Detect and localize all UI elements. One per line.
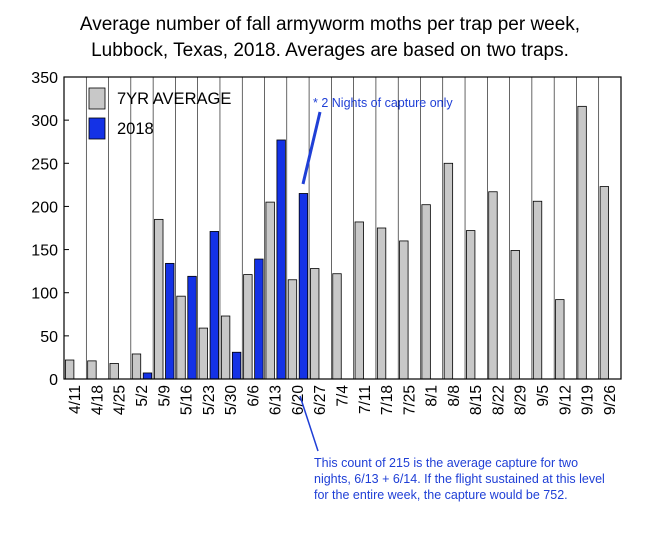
bar-2018 — [276, 139, 286, 380]
plot-frame — [63, 76, 622, 380]
annotation-arrow-top — [301, 111, 322, 185]
bar-2018 — [142, 372, 153, 380]
annotation-bottom-line-1: This count of 215 is the average capture… — [314, 456, 579, 470]
bar-7yr-average — [510, 250, 520, 380]
bar-7yr-average — [176, 295, 186, 380]
x-tick-label: 4/11 — [67, 385, 84, 414]
x-tick-label: 7/18 — [379, 385, 396, 415]
bar-2018 — [209, 231, 219, 380]
annotation-pointer-bottom — [299, 395, 319, 452]
x-tick-label: 6/6 — [245, 385, 262, 407]
bar-2018 — [165, 262, 175, 380]
x-tick-label: 6/13 — [268, 385, 285, 415]
y-tick-label: 100 — [31, 286, 58, 303]
legend: 7YR AVERAGE 2018 — [88, 87, 231, 140]
legend-swatch-7yr-average — [88, 87, 106, 110]
bar-7yr-average — [198, 327, 208, 380]
bar-7yr-average — [421, 204, 431, 380]
x-tick-label: 5/2 — [134, 385, 151, 407]
x-tick-label: 5/23 — [201, 385, 218, 415]
bar-7yr-average — [599, 186, 610, 380]
x-tick-label: 9/26 — [602, 385, 619, 415]
legend-label-2018: 2018 — [117, 120, 154, 138]
x-tick-label: 9/5 — [535, 385, 552, 407]
x-tick-label: 9/19 — [580, 385, 597, 415]
bar-7yr-average — [399, 240, 409, 380]
legend-label-7yr-average: 7YR AVERAGE — [117, 90, 231, 108]
x-tick-label: 9/12 — [557, 385, 574, 415]
x-tick-label: 4/18 — [89, 385, 106, 415]
bar-7yr-average — [220, 315, 231, 380]
y-tick-label: 200 — [31, 199, 58, 216]
x-tick-label: 8/8 — [446, 385, 463, 407]
y-tick-label: 150 — [31, 243, 58, 260]
bar-7yr-average — [577, 105, 587, 380]
bar-7yr-average — [354, 221, 364, 380]
annotation-top: * 2 Nights of capture only — [313, 96, 453, 110]
bar-7yr-average — [466, 230, 476, 380]
annotation-bottom-line-2: nights, 6/13 + 6/14. If the flight susta… — [314, 472, 605, 486]
bar-2018 — [187, 275, 197, 380]
y-tick-label: 0 — [49, 372, 58, 389]
annotation-bottom: This count of 215 is the average capture… — [314, 455, 624, 503]
bar-7yr-average — [443, 162, 454, 380]
bar-2018 — [254, 258, 264, 380]
bar-7yr-average — [154, 218, 164, 380]
grid-layer — [85, 77, 600, 379]
bar-7yr-average — [310, 268, 320, 380]
bar-7yr-average — [64, 359, 75, 380]
bar-7yr-average — [488, 191, 498, 380]
x-tick-label: 8/29 — [513, 385, 530, 415]
x-tick-label: 4/25 — [112, 385, 129, 415]
x-tick-label: 8/1 — [424, 385, 441, 407]
ticks-layer: 0 50 100 150 200 250 300 350 4/11 4/18 4/25 5/2 5/9 5… — [31, 70, 619, 415]
bar-7yr-average — [332, 273, 342, 380]
x-tick-label: 6/20 — [290, 385, 307, 416]
x-tick-label: 5/16 — [179, 385, 196, 415]
bar-7yr-average — [131, 353, 142, 380]
bar-7yr-average — [87, 360, 97, 380]
chart-title: Average number of fall armyworm moths pe… — [0, 12, 660, 64]
x-tick-label: 7/4 — [335, 385, 352, 407]
bar-7yr-average — [532, 200, 543, 380]
bar-7yr-average — [265, 201, 275, 380]
bars-layer — [64, 105, 610, 380]
x-tick-label: 5/9 — [156, 385, 173, 407]
bar-7yr-average — [109, 363, 119, 380]
x-tick-label: 6/27 — [312, 385, 329, 415]
y-tick-label: 350 — [31, 70, 58, 87]
bar-7yr-average — [287, 279, 298, 380]
bar-2018 — [298, 193, 309, 380]
y-tick-label: 250 — [31, 156, 58, 173]
bar-7yr-average — [555, 299, 565, 380]
x-tick-label: 8/22 — [490, 385, 507, 415]
x-tick-label: 7/25 — [401, 385, 418, 415]
annotation-bottom-line-3: for the entire week, the capture would b… — [314, 488, 568, 502]
chart-title-line-1: Average number of fall armyworm moths pe… — [79, 14, 581, 35]
x-tick-label: 8/15 — [468, 385, 485, 415]
x-tick-label: 5/30 — [223, 385, 240, 416]
y-tick-label: 50 — [40, 329, 58, 346]
y-tick-label: 300 — [31, 113, 58, 130]
legend-swatch-2018 — [88, 117, 106, 140]
bar-2018 — [231, 351, 242, 380]
bar-7yr-average — [376, 227, 387, 380]
chart-title-line-2: Lubbock, Texas, 2018. Averages are based… — [91, 40, 569, 61]
x-tick-label: 7/11 — [357, 385, 374, 414]
bar-7yr-average — [243, 274, 253, 380]
